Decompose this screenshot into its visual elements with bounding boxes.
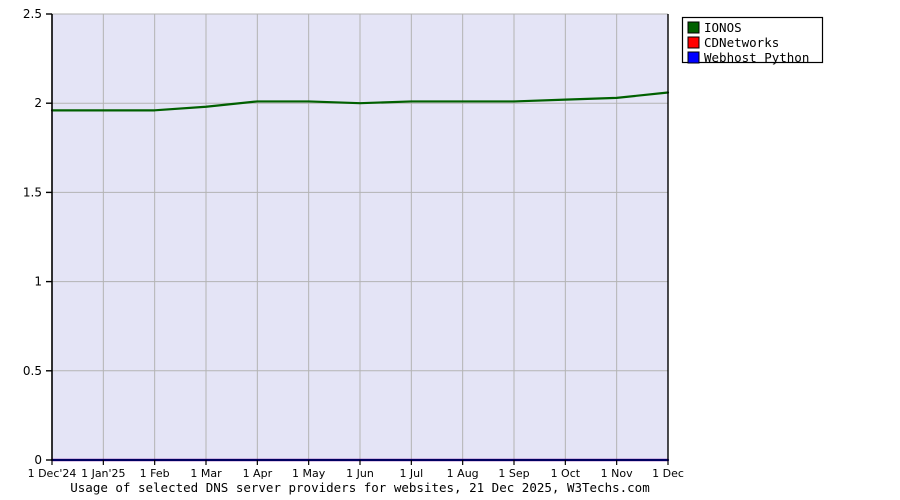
x-tick-label: 1 May [292,467,326,480]
y-axis-ticks: 0 0.5 1 1.5 2 2.5 [23,7,52,467]
legend-label-cdnetworks: CDNetworks [704,35,779,50]
y-tick-label: 2.5 [23,7,42,21]
vertical-gridlines [102,14,669,460]
x-tick-label: 1 Apr [243,467,273,480]
legend-swatch-cdnetworks [687,36,700,49]
y-tick-label: 0 [34,453,42,467]
y-tick-label: 2 [34,96,42,110]
legend-label-webhost-python: Webhost Python [704,50,809,65]
legend-swatch-ionos [687,21,700,34]
x-tick-label: 1 Jun [346,467,374,480]
legend-label-ionos: IONOS [704,20,742,35]
x-tick-label: 1 Mar [190,467,222,480]
x-tick-label: 1 Jan'25 [81,467,125,480]
y-tick-label: 1 [34,275,42,289]
x-tick-label: 1 Dec'24 [28,467,77,480]
x-tick-label: 1 Jul [399,467,423,480]
x-tick-label: 1 Nov [601,467,633,480]
chart-caption: Usage of selected DNS server providers f… [70,480,649,495]
x-tick-label: 1 Aug [447,467,479,480]
x-tick-label: 1 Sep [498,467,529,480]
y-tick-label: 0.5 [23,364,42,378]
x-tick-label: 1 Oct [551,467,581,480]
series-line-ionos [50,91,670,112]
x-tick-label: 1 Feb [140,467,170,480]
legend-swatch-webhost-python [687,51,700,64]
x-tick-label: 1 Dec [652,467,684,480]
x-axis-ticks: 1 Dec'24 1 Jan'25 1 Feb 1 Mar 1 Apr 1 May 1 Ju… [28,460,684,480]
y-tick-label: 1.5 [23,185,42,199]
legend-box [681,16,824,64]
